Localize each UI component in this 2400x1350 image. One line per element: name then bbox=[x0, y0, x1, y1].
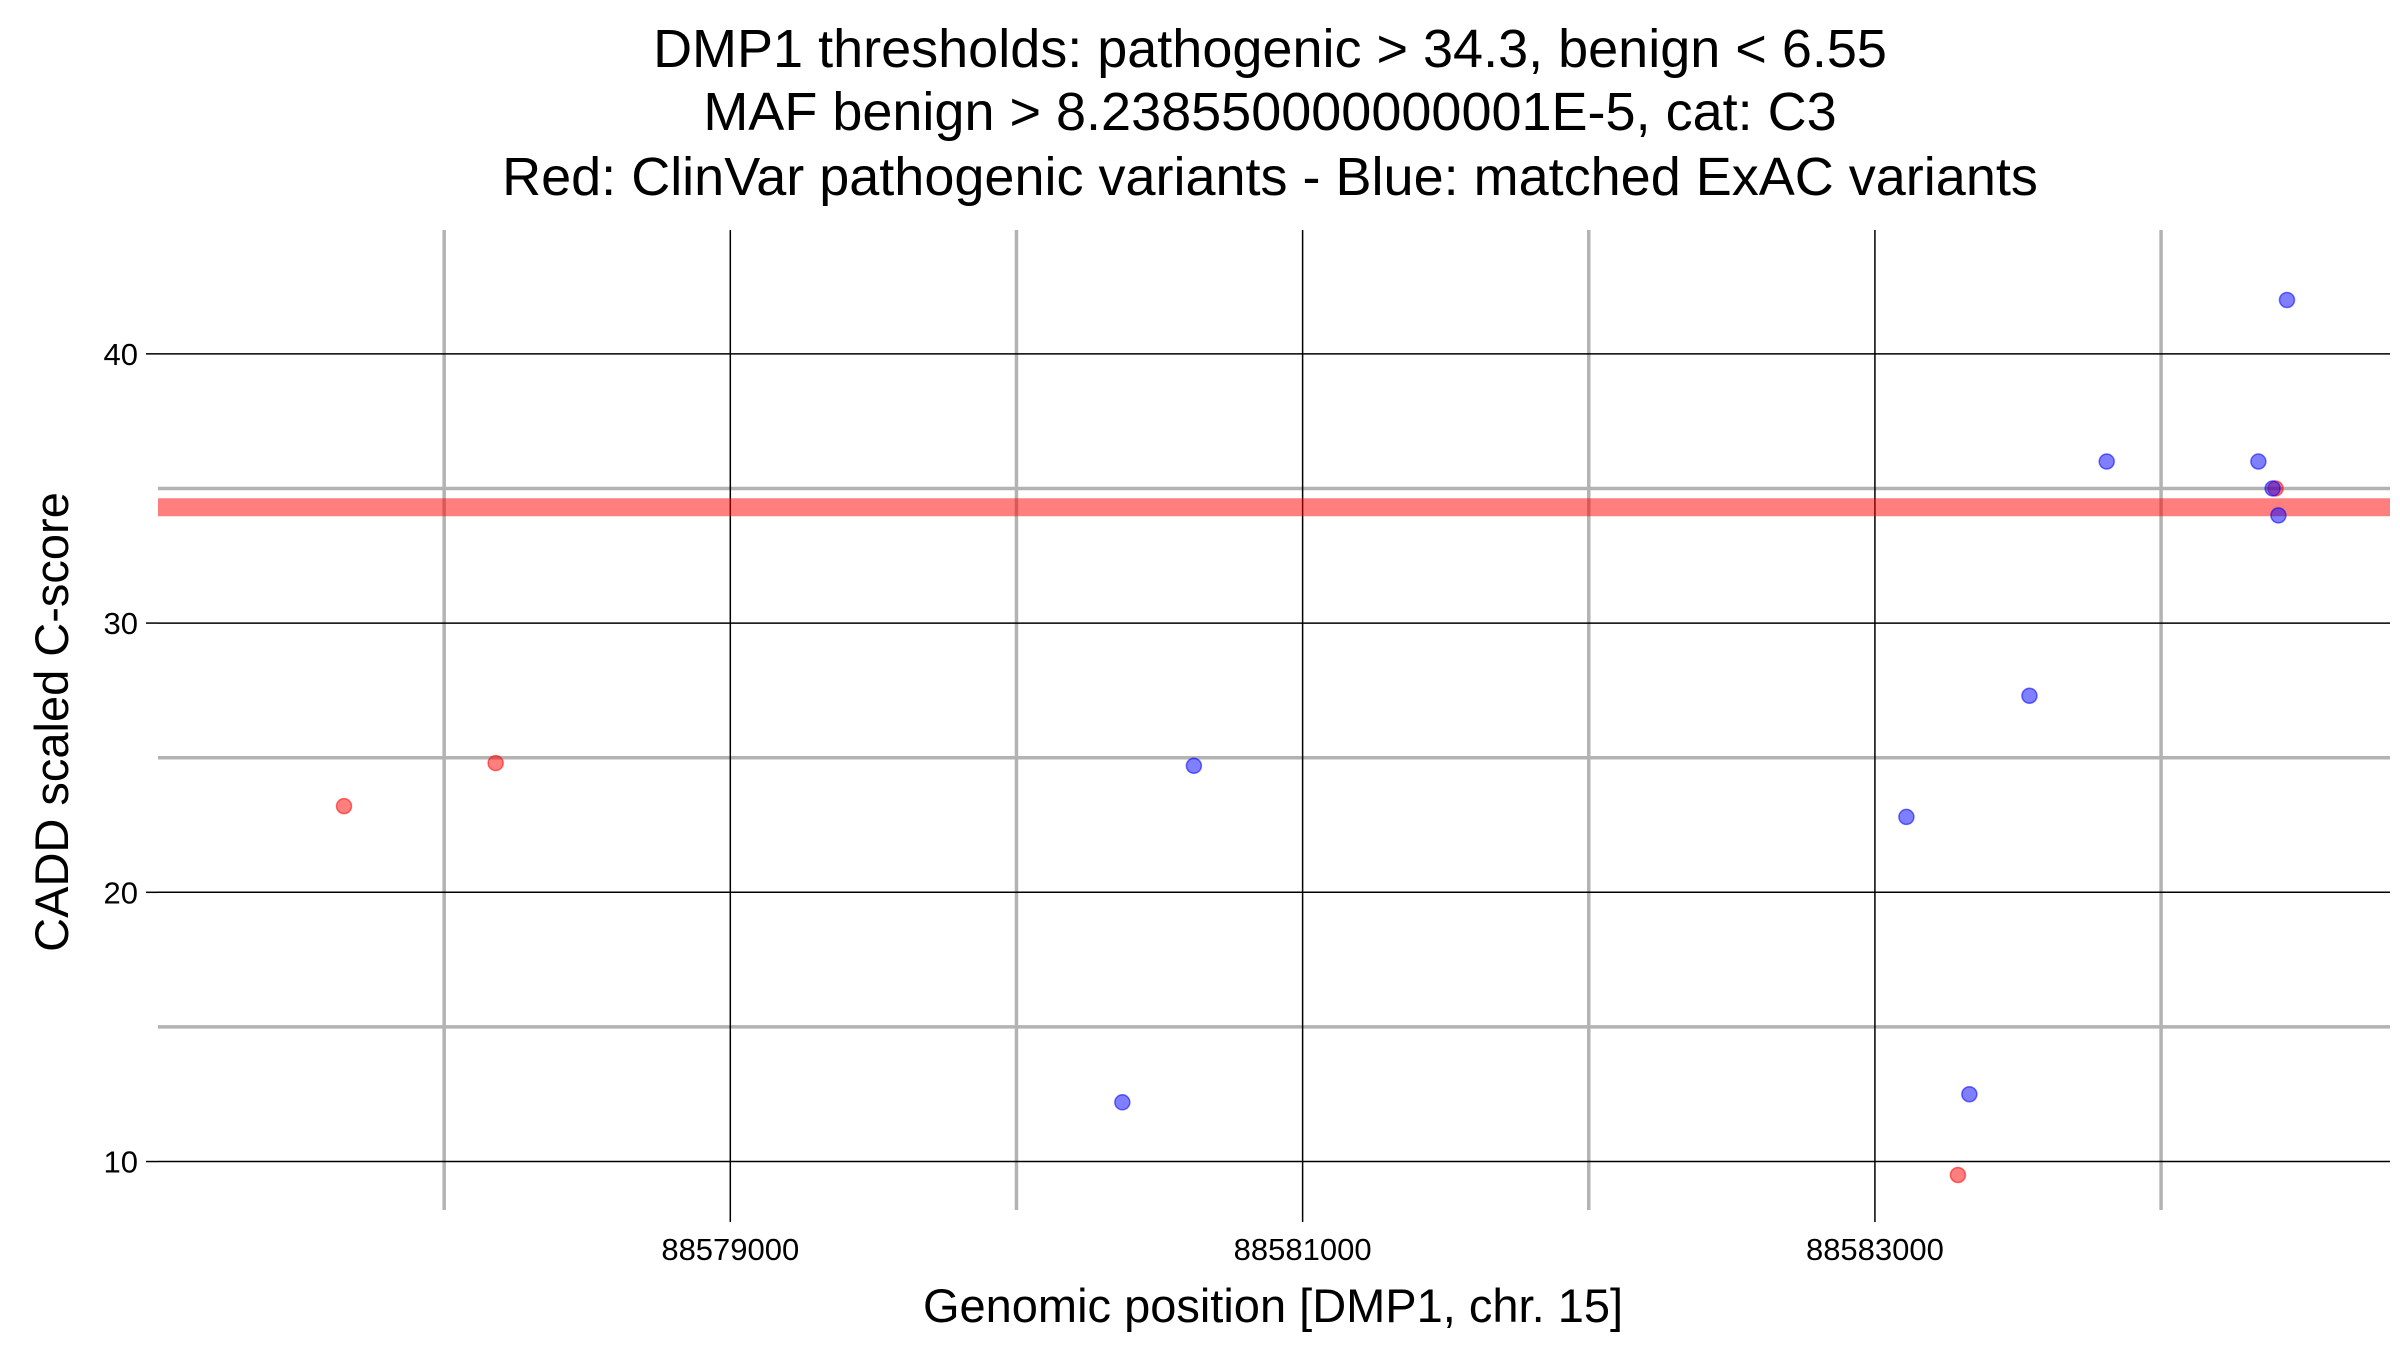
y-axis-label: CADD scaled C-score bbox=[25, 492, 78, 952]
x-tick-label: 88579000 bbox=[661, 1232, 799, 1267]
grid-lines bbox=[158, 230, 2390, 1210]
y-tick-label: 30 bbox=[104, 606, 138, 641]
title-line-2: MAF benign > 8.238550000000001E-5, cat: … bbox=[703, 82, 1836, 142]
title-line-3: Red: ClinVar pathogenic variants - Blue:… bbox=[502, 147, 2038, 207]
y-tick-label: 10 bbox=[104, 1145, 138, 1180]
exac-matched-point bbox=[2250, 453, 2267, 470]
axes: 88579000 88581000 88583000 10 20 30 40 bbox=[104, 337, 1944, 1267]
exac-matched-point bbox=[1185, 757, 1203, 775]
exac-matched-point bbox=[2264, 480, 2281, 497]
exac-matched-point bbox=[2098, 453, 2115, 470]
y-tick-label: 20 bbox=[104, 875, 138, 910]
x-tick-label: 88583000 bbox=[1806, 1232, 1944, 1267]
exac-matched-point bbox=[1961, 1085, 1978, 1103]
x-axis-label: Genomic position [DMP1, chr. 15] bbox=[923, 1279, 1623, 1332]
exac-matched-point bbox=[2270, 507, 2287, 524]
chart-title: DMP1 thresholds: pathogenic > 34.3, beni… bbox=[502, 19, 2038, 207]
exac-matched-point bbox=[2021, 687, 2038, 705]
data-points bbox=[335, 291, 2296, 1184]
exac-matched-point bbox=[2278, 291, 2296, 309]
clinvar-pathogenic-point bbox=[487, 754, 504, 772]
exac-matched-point bbox=[1114, 1094, 1131, 1111]
x-tick-label: 88581000 bbox=[1234, 1232, 1372, 1267]
clinvar-pathogenic-point bbox=[335, 797, 353, 815]
exac-matched-point bbox=[1898, 808, 1915, 826]
clinvar-pathogenic-point bbox=[1949, 1166, 1967, 1184]
y-tick-label: 40 bbox=[104, 337, 138, 372]
title-line-1: DMP1 thresholds: pathogenic > 34.3, beni… bbox=[653, 19, 1887, 79]
